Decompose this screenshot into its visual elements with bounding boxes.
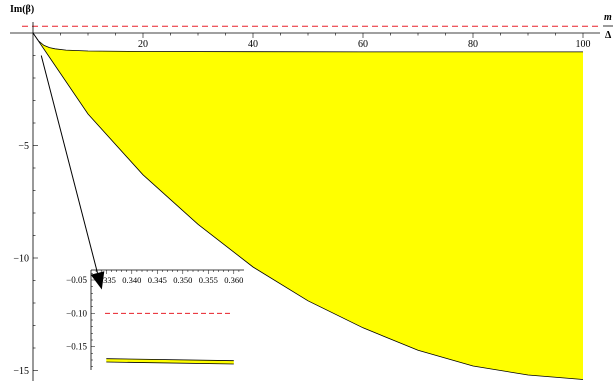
x-tick-label: 40 bbox=[248, 39, 258, 50]
inset-x-tick-label: 0.335 bbox=[97, 275, 116, 285]
inset-x-tick-label: 0.350 bbox=[173, 275, 192, 285]
inset-x-tick-label: 0.355 bbox=[199, 275, 218, 285]
inset-y-tick-label: −0.05 bbox=[66, 275, 87, 285]
arrow-head bbox=[90, 271, 105, 290]
main-band-layer bbox=[32, 32, 584, 380]
inset-y-tick-label: −0.10 bbox=[66, 308, 87, 318]
y-tick-label: −10 bbox=[13, 254, 29, 265]
main-axes-layer: 20 40 60 80 100 −5 −10 −15 bbox=[10, 22, 600, 381]
x-tick-label: 80 bbox=[468, 39, 478, 50]
x-axis-label-denominator: Δ bbox=[605, 30, 612, 41]
inset-x-tick-label: 0.345 bbox=[148, 275, 167, 285]
x-tick-label: 60 bbox=[358, 39, 368, 50]
inset-plot: 0.335 0.340 0.345 0.350 0.355 0.360 −0.05 −0.10… bbox=[66, 269, 244, 370]
x-tick-label: 100 bbox=[576, 39, 591, 50]
inset-y-tick-label: −0.15 bbox=[66, 342, 87, 352]
y-tick-label: −5 bbox=[18, 141, 29, 152]
inset-x-tick-label: 0.360 bbox=[224, 275, 243, 285]
band-upper-edge bbox=[32, 32, 583, 53]
inset-band-upper-edge bbox=[106, 358, 234, 362]
inset-band-area bbox=[106, 358, 234, 364]
inset-band-lower-edge bbox=[106, 361, 234, 365]
x-axis-label-numerator: m bbox=[604, 12, 612, 23]
inset-x-tick-label: 0.340 bbox=[122, 275, 141, 285]
band-lower-edge bbox=[32, 32, 584, 380]
y-axis-label: Im(β) bbox=[10, 4, 34, 15]
x-tick-label: 20 bbox=[138, 39, 148, 50]
y-tick-label: −15 bbox=[13, 366, 29, 377]
annotation-arrow-layer bbox=[40, 55, 105, 290]
band-area bbox=[33, 33, 583, 380]
arrow-shaft bbox=[40, 55, 98, 274]
